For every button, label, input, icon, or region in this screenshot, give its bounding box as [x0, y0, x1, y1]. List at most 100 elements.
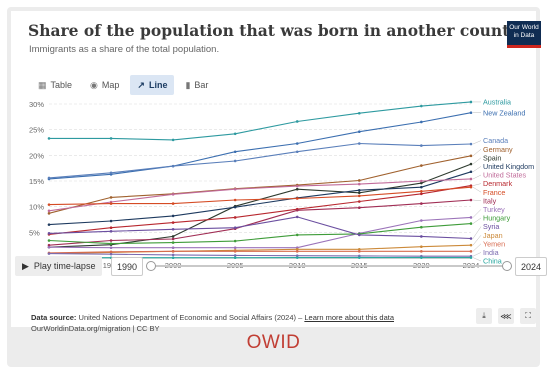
series-label: United Kingdom: [483, 162, 534, 171]
data-point: [469, 111, 473, 115]
series-line-yemen: [48, 250, 471, 254]
data-point: [420, 256, 423, 259]
series-label: France: [483, 188, 505, 197]
owid-logo[interactable]: Our World in Data: [507, 21, 541, 48]
data-point: [357, 233, 361, 237]
data-point: [47, 203, 51, 206]
data-point: [47, 232, 51, 235]
data-point: [233, 246, 237, 250]
label-connector: [472, 149, 482, 157]
data-point: [420, 179, 423, 183]
label-connector: [472, 252, 482, 257]
data-point: [420, 164, 423, 167]
data-point: [469, 142, 473, 146]
data-point: [233, 226, 237, 230]
series-label: Canada: [483, 136, 508, 145]
series-label: Spain: [483, 153, 501, 162]
data-point: [109, 202, 113, 205]
share-button[interactable]: ⋘: [498, 308, 514, 324]
data-point: [47, 212, 51, 215]
tab-bar[interactable]: ▮ Bar: [178, 75, 215, 95]
data-point: [171, 246, 175, 250]
download-button[interactable]: ⤓: [476, 308, 492, 324]
data-point: [469, 250, 473, 253]
timeline-track[interactable]: [146, 261, 512, 271]
tab-line[interactable]: ↗ Line: [130, 75, 175, 95]
label-connector: [472, 235, 482, 246]
data-point: [420, 192, 423, 196]
data-point: [171, 221, 175, 224]
data-point: [469, 222, 473, 225]
series-label: Yemen: [483, 239, 505, 248]
series-label: China: [483, 257, 502, 266]
end-year-box[interactable]: 2024: [515, 257, 547, 276]
data-point: [420, 225, 423, 229]
data-point: [109, 171, 113, 175]
data-point: [171, 193, 175, 196]
data-point: [357, 182, 361, 186]
play-timelapse-button[interactable]: ▶ Play time-lapse: [15, 256, 103, 276]
data-point: [233, 198, 237, 202]
data-point: [357, 206, 361, 209]
timeline-controls: ▶ Play time-lapse 1990 2024: [15, 256, 547, 276]
fullscreen-icon: ⛶: [525, 311, 531, 320]
series-label: United States: [483, 171, 527, 180]
data-point: [357, 142, 361, 145]
start-year-handle[interactable]: [146, 261, 156, 271]
data-point: [420, 189, 423, 193]
data-point: [469, 185, 473, 189]
data-point: [233, 239, 237, 243]
data-point: [109, 219, 113, 223]
fullscreen-button[interactable]: ⛶: [520, 308, 536, 324]
data-point: [47, 245, 51, 249]
label-connector: [472, 199, 482, 202]
start-year-box[interactable]: 1990: [111, 257, 144, 276]
data-point: [109, 250, 113, 254]
data-point: [295, 233, 299, 237]
data-point: [295, 187, 299, 191]
series-line-spain: [48, 163, 472, 248]
label-connector: [472, 183, 482, 186]
data-point: [295, 120, 299, 123]
tab-label: Line: [148, 80, 168, 90]
series-label: Japan: [483, 231, 503, 240]
label-connector: [472, 209, 482, 218]
data-point: [233, 250, 237, 253]
logo-line-2: in Data: [513, 32, 535, 39]
data-point: [233, 187, 237, 191]
tab-map[interactable]: ◉ Map: [83, 75, 126, 95]
table-icon: ▦: [38, 79, 47, 90]
series-label: Syria: [483, 222, 499, 231]
data-point: [47, 209, 51, 213]
data-point: [47, 239, 51, 242]
data-point: [357, 188, 361, 192]
tab-label: Bar: [194, 80, 209, 90]
y-tick-label: 10%: [29, 203, 44, 212]
series-label: Italy: [483, 196, 497, 205]
data-point: [295, 184, 299, 188]
label-connector: [472, 174, 482, 180]
series-line-canada: [48, 142, 472, 179]
learn-more-link[interactable]: Learn more about this data: [304, 313, 395, 322]
grid-lines: [49, 103, 471, 259]
end-year-handle[interactable]: [502, 261, 512, 271]
data-point: [171, 138, 175, 142]
data-point: [357, 191, 361, 195]
data-point: [295, 208, 299, 212]
data-point: [109, 252, 113, 256]
series-lines: [47, 100, 473, 260]
data-point: [47, 137, 51, 140]
data-point: [357, 179, 361, 182]
data-point: [357, 200, 361, 203]
data-point: [109, 226, 113, 230]
chart-card: Share of the population that was born in…: [7, 7, 547, 367]
data-point: [295, 256, 299, 259]
series-line-united-kingdom: [48, 171, 472, 226]
data-point: [295, 250, 299, 253]
tab-table[interactable]: ▦ Table: [31, 75, 79, 95]
bar-chart-icon: ▮: [185, 79, 191, 90]
data-point: [171, 235, 175, 238]
series-line-new-zealand: [48, 112, 472, 180]
brand-label: OWID: [246, 332, 301, 353]
label-connector: [472, 186, 482, 193]
